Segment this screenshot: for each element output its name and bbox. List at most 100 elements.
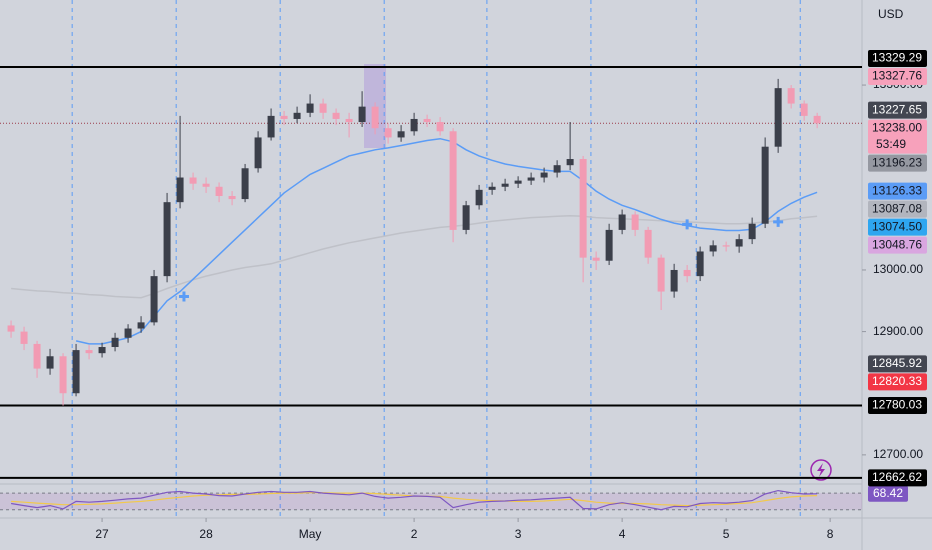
candle-body [436, 122, 444, 132]
candle-body [332, 112, 340, 119]
candle-body [592, 257, 600, 261]
alert-icon[interactable] [810, 459, 832, 481]
candle-body [618, 214, 626, 230]
candle-body [111, 337, 119, 348]
candle-body [514, 180, 522, 184]
price-label-box [868, 119, 927, 154]
candle-body [59, 356, 67, 394]
cross-marker [682, 219, 693, 230]
x-tick-label: 28 [199, 527, 213, 541]
candle-body [189, 177, 197, 184]
candle-body [85, 350, 93, 354]
candle-body [345, 118, 353, 123]
candle-body [124, 328, 132, 338]
x-tick-label: 4 [619, 527, 626, 541]
candle-body [98, 347, 106, 354]
x-tick-label: 3 [515, 527, 522, 541]
price-label: 12780.03 [872, 398, 922, 412]
currency: USD [878, 7, 904, 21]
candle-body [748, 223, 756, 240]
price-label-box [868, 397, 927, 415]
price-label: 13048.76 [872, 237, 922, 251]
candle-body [7, 325, 15, 332]
candle-body [774, 88, 782, 147]
candle-body [631, 214, 639, 230]
candle-body [228, 196, 236, 200]
candle-body [657, 257, 665, 292]
countdown: 53:49 [876, 137, 906, 151]
candle-body [163, 202, 171, 277]
candle-body [371, 106, 379, 129]
candle-body [358, 106, 366, 123]
candle-body [319, 103, 327, 113]
grid [71, 0, 801, 518]
x-tick-label: 8 [827, 527, 834, 541]
price-label: 13329.29 [872, 51, 922, 65]
price-label: 13327.76 [872, 69, 922, 83]
price-label-box [868, 355, 927, 373]
x-tick-label: May [299, 527, 322, 541]
candle-body [254, 137, 262, 169]
price-label-box [868, 154, 927, 172]
x-tick-label: 27 [95, 527, 109, 541]
candle-body [397, 131, 405, 138]
y-tick-label: 13000.00 [873, 262, 923, 276]
price-label: 12662.62 [872, 470, 922, 484]
price-label: 13238.00 [872, 120, 922, 134]
candle-body [670, 269, 678, 292]
candle-body [761, 146, 769, 224]
rsi-line [11, 489, 818, 511]
candle-body [787, 88, 795, 104]
candle-body [449, 131, 457, 230]
price-label: 13126.33 [872, 183, 922, 197]
rsi-label-box [868, 485, 908, 502]
candle-body [696, 251, 704, 277]
candle-body [722, 245, 730, 247]
candle-body [150, 276, 158, 323]
candle-body [306, 103, 314, 113]
candle-body [475, 189, 483, 206]
candle-body [813, 115, 821, 124]
price-label: 13196.23 [872, 155, 922, 169]
price-label: 13227.65 [872, 102, 922, 116]
candle-body [384, 128, 392, 138]
price-label-box [868, 469, 927, 487]
candle-body [176, 177, 184, 203]
candle-body [553, 165, 561, 173]
candle-body [72, 350, 80, 394]
rsi-label: 68.42 [873, 486, 903, 500]
candle-body [540, 172, 548, 178]
moving-average [75, 137, 818, 345]
price-label-box [868, 236, 927, 254]
candle-body [293, 112, 301, 119]
candle-body [423, 118, 431, 123]
candle-body [683, 269, 691, 277]
price-label-box [868, 218, 927, 236]
x-tick-label: 2 [411, 527, 418, 541]
candle-body [33, 343, 41, 369]
price-label: 13074.50 [872, 219, 922, 233]
x-tick-label: 5 [723, 527, 730, 541]
cross-marker [773, 216, 784, 227]
price-label: 13087.08 [872, 201, 922, 215]
candle-body [20, 331, 28, 344]
price-label-box [868, 67, 927, 85]
candle-body [800, 103, 808, 116]
moving-average [11, 214, 818, 299]
candle-body [241, 168, 249, 200]
candle-body [527, 177, 535, 181]
price-label-box [868, 200, 927, 218]
candle-body [202, 183, 210, 187]
price-label-box [868, 182, 927, 200]
candle-body [488, 186, 496, 190]
candle-body [462, 205, 470, 230]
rsi-band [0, 493, 862, 510]
y-tick-label: 12900.00 [873, 324, 923, 338]
candle-body [579, 159, 587, 258]
candle-body [566, 159, 574, 166]
price-label: 12845.92 [872, 356, 922, 370]
candle-body [280, 115, 288, 119]
cross-marker [178, 291, 189, 302]
